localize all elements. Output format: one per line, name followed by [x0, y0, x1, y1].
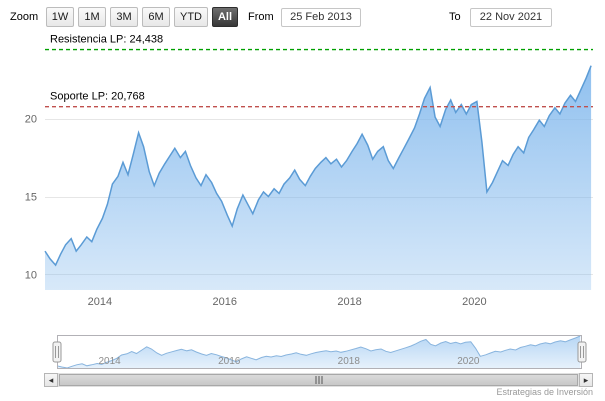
scrollbar-right-arrow-icon[interactable]: ▸: [579, 373, 593, 387]
x-axis-label: 2020: [462, 296, 486, 308]
navigator-series-line: [56, 335, 581, 369]
navigator-axis-label: 2014: [98, 356, 121, 367]
resistance-label: Resistencia LP: 24,438: [50, 34, 163, 46]
series-line: [44, 65, 592, 267]
x-axis-label: 2016: [213, 296, 237, 308]
navigator-left-handle[interactable]: [52, 341, 62, 363]
main-plot-area[interactable]: 10 15 20 2014 2016 2018 2020 Resistencia LP: 24…: [25, 34, 593, 308]
range-button-1m[interactable]: 1M: [78, 7, 106, 27]
credits-link[interactable]: Estrategias de Inversión: [496, 387, 593, 397]
scrollbar[interactable]: ◂ ▸: [44, 373, 593, 387]
scrollbar-thumb[interactable]: [59, 374, 578, 386]
range-selector-toolbar: Zoom 1W 1M 3M 6M YTD All From 25 Feb 201…: [0, 0, 605, 30]
from-label: From: [248, 11, 274, 23]
x-axis-label: 2014: [88, 296, 112, 308]
to-date-input[interactable]: 22 Nov 2021: [470, 8, 552, 27]
area-series[interactable]: [45, 65, 592, 290]
navigator-right-handle[interactable]: [577, 341, 587, 363]
navigator-axis-label: 2018: [338, 356, 361, 367]
support-label: Soporte LP: 20,768: [50, 91, 145, 103]
y-axis-label: 20: [25, 114, 37, 126]
navigator-axis-label: 2016: [218, 356, 241, 367]
range-button-3m[interactable]: 3M: [110, 7, 138, 27]
navigator-axis-label: 2020: [457, 356, 480, 367]
scrollbar-grip-icon: [315, 376, 322, 384]
scrollbar-left-arrow-icon[interactable]: ◂: [44, 373, 58, 387]
navigator[interactable]: 2014 2016 2018 2020: [52, 335, 587, 370]
range-button-6m[interactable]: 6M: [142, 7, 170, 27]
y-axis-label: 10: [25, 269, 37, 281]
scrollbar-track[interactable]: [58, 373, 579, 387]
range-button-all[interactable]: All: [212, 7, 238, 27]
from-date-input[interactable]: 25 Feb 2013: [281, 8, 361, 27]
y-axis-label: 15: [25, 192, 37, 204]
zoom-label: Zoom: [10, 11, 39, 23]
range-button-ytd[interactable]: YTD: [174, 7, 208, 27]
x-axis-label: 2018: [337, 296, 361, 308]
range-button-1w[interactable]: 1W: [46, 7, 74, 27]
to-label: To: [449, 11, 461, 23]
